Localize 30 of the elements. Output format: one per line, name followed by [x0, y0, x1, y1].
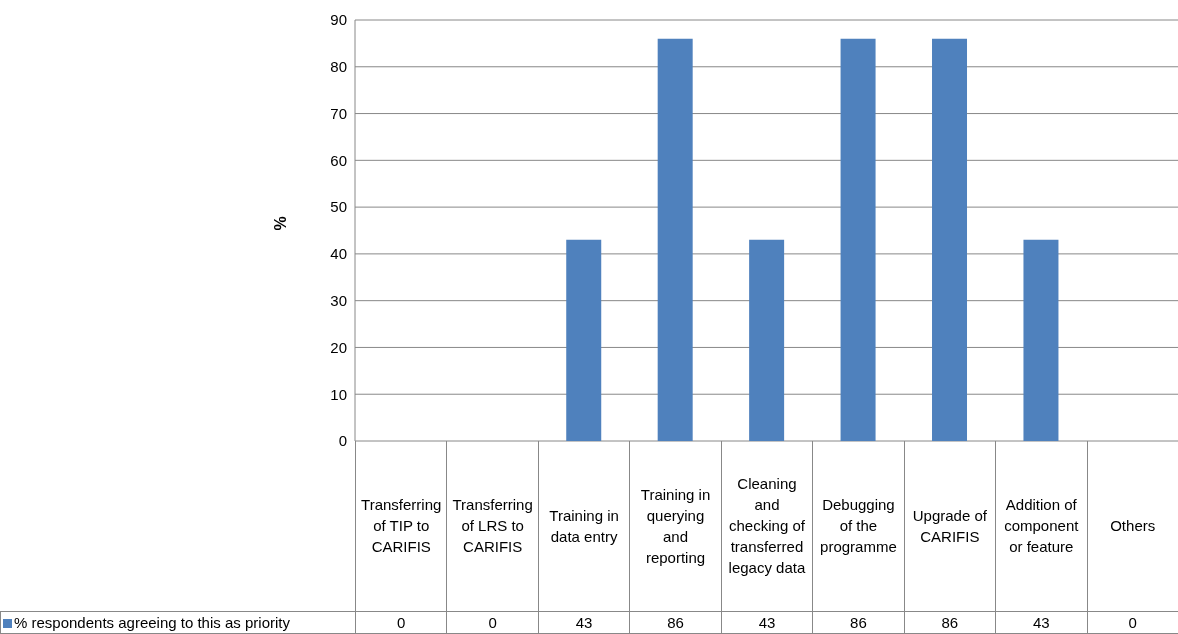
y-tick-label: 90 — [330, 11, 347, 29]
legend-label: % respondents agreeing to this as priority — [0, 611, 356, 633]
x-tick-label: Training in querying and reporting — [629, 441, 722, 611]
y-tick-label: 70 — [330, 104, 347, 122]
y-tick-label: 60 — [330, 151, 347, 169]
data-label: 86 — [629, 611, 722, 633]
y-axis-title: % — [271, 216, 289, 231]
x-tick-label: Transferring of LRS to CARIFIS — [446, 441, 539, 611]
data-label: 43 — [538, 611, 630, 633]
data-label: 0 — [446, 611, 539, 633]
data-label: 43 — [995, 611, 1087, 633]
y-tick-label: 20 — [330, 338, 347, 356]
y-tick-label: 80 — [330, 58, 347, 76]
data-label: 0 — [1087, 611, 1178, 633]
y-tick-label: 10 — [330, 385, 347, 403]
data-label: 0 — [355, 611, 447, 633]
x-tick-label: Transferring of TIP to CARIFIS — [355, 441, 447, 611]
y-tick-label: 30 — [330, 291, 347, 309]
y-tick-label: 50 — [330, 198, 347, 216]
data-label: 43 — [721, 611, 813, 633]
x-tick-label: Others — [1087, 441, 1178, 611]
data-label: 86 — [904, 611, 996, 633]
data-label: 86 — [812, 611, 905, 633]
y-tick-label: 40 — [330, 245, 347, 263]
x-tick-label: Debugging of the programme — [812, 441, 905, 611]
x-tick-label: Training in data entry — [538, 441, 630, 611]
x-tick-label: Upgrade of CARIFIS — [904, 441, 996, 611]
x-tick-label: Addition of component or feature — [995, 441, 1087, 611]
y-tick-label: 0 — [338, 432, 347, 450]
x-tick-label: Cleaning and checking of transferred legacy data — [721, 441, 813, 611]
